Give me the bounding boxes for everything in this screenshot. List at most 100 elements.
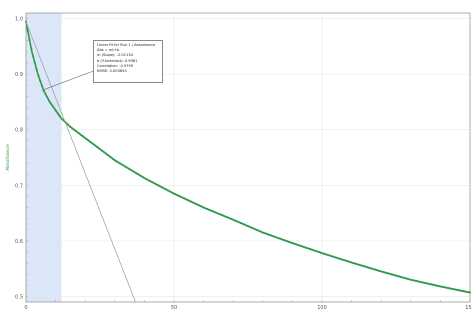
data-point <box>213 210 216 213</box>
data-point <box>376 269 379 272</box>
data-point <box>463 290 466 293</box>
data-point <box>138 174 141 177</box>
data-point <box>131 169 134 172</box>
y-tick-label: 0.7 <box>15 183 23 189</box>
data-point <box>223 215 226 218</box>
data-point <box>99 148 102 151</box>
data-point <box>26 29 29 32</box>
data-point <box>362 265 365 268</box>
data-point <box>104 152 107 155</box>
data-point <box>229 217 232 220</box>
data-point <box>195 203 198 206</box>
data-point <box>410 278 413 281</box>
data-point <box>440 285 443 288</box>
data-point <box>161 186 164 189</box>
data-point <box>81 135 84 138</box>
data-point <box>149 180 152 183</box>
data-point <box>204 207 207 210</box>
data-point <box>197 203 200 207</box>
data-point <box>120 163 123 166</box>
data-point <box>408 278 411 281</box>
data-point <box>461 290 464 293</box>
data-point <box>158 184 161 187</box>
data-point <box>48 99 51 102</box>
data-point <box>286 240 289 243</box>
data-point <box>179 195 182 198</box>
data-point <box>140 175 143 178</box>
data-point <box>90 141 93 144</box>
data-point <box>396 274 399 277</box>
data-point <box>426 282 429 285</box>
data-point <box>184 198 187 201</box>
data-point <box>218 213 221 216</box>
data-point <box>284 239 287 242</box>
data-point <box>227 216 230 219</box>
data-point <box>95 145 99 148</box>
data-point <box>309 248 312 251</box>
data-point <box>355 262 358 266</box>
data-point <box>307 247 310 250</box>
data-point <box>348 260 351 263</box>
data-point <box>200 205 203 208</box>
data-point <box>238 221 241 224</box>
y-tick-label: 0.5 <box>15 294 23 300</box>
data-point <box>92 143 95 146</box>
data-point <box>74 129 77 132</box>
data-point <box>294 243 298 246</box>
data-point <box>389 272 392 275</box>
data-point <box>261 231 264 234</box>
data-point <box>250 226 253 229</box>
data-point <box>151 181 154 184</box>
data-point <box>353 262 356 265</box>
data-point <box>110 156 113 159</box>
data-point <box>152 181 155 185</box>
data-point <box>420 281 424 284</box>
data-point <box>371 267 374 270</box>
linear-fit-line <box>26 21 136 302</box>
data-point <box>234 219 237 222</box>
data-point <box>58 115 61 118</box>
data-point <box>83 136 86 139</box>
data-point <box>381 270 385 273</box>
data-point <box>167 189 170 192</box>
data-point <box>277 236 280 240</box>
data-point <box>55 110 58 113</box>
data-point <box>458 289 461 292</box>
fit-annotation-line: m (Slope): -0.01134 <box>97 53 133 58</box>
data-point <box>76 131 79 134</box>
data-point <box>268 233 271 236</box>
data-point <box>216 212 219 215</box>
data-point <box>193 202 196 205</box>
data-point <box>357 263 360 266</box>
fit-annotation-box[interactable]: Linear fit for Run 1 | Absorbance Abs = … <box>93 40 163 83</box>
fit-annotation-line: b (Y-Intercept): 0.9981 <box>97 58 138 63</box>
data-point <box>115 160 118 163</box>
data-point <box>241 222 244 225</box>
data-point <box>335 256 338 259</box>
y-tick-label: 1.0 <box>15 17 23 23</box>
data-point <box>433 284 436 287</box>
data-point <box>419 280 422 283</box>
data-point <box>449 287 452 290</box>
data-point <box>406 277 409 280</box>
data-point <box>399 275 402 278</box>
data-point <box>32 55 35 58</box>
data-point <box>351 261 354 264</box>
data-point <box>424 282 427 285</box>
data-point <box>456 288 459 292</box>
data-point <box>346 260 349 263</box>
data-point <box>405 277 408 280</box>
data-point <box>145 178 148 181</box>
data-point <box>403 276 406 279</box>
data-point <box>317 251 321 254</box>
data-point <box>94 144 97 147</box>
data-point <box>191 201 194 204</box>
data-point <box>431 283 434 286</box>
data-point <box>239 222 242 225</box>
y-tick-label: 0.6 <box>15 239 23 245</box>
data-point <box>49 102 52 105</box>
data-point <box>71 127 74 130</box>
data-point <box>378 269 381 272</box>
data-point <box>255 228 258 232</box>
